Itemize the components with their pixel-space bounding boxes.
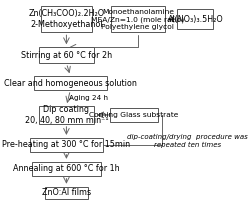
FancyBboxPatch shape xyxy=(41,6,92,32)
Text: Monoethanolamine
MEA/Zn=1.0 (mole ratio)
Polyethylene glycol: Monoethanolamine MEA/Zn=1.0 (mole ratio)… xyxy=(91,8,184,30)
Text: Aging 24 h: Aging 24 h xyxy=(70,95,108,101)
FancyBboxPatch shape xyxy=(39,106,94,124)
Text: dip-coating/drying  procedure was
repeated ten times: dip-coating/drying procedure was repeate… xyxy=(127,134,248,148)
FancyBboxPatch shape xyxy=(44,187,88,199)
Text: ZnO:Al films: ZnO:Al films xyxy=(42,188,91,197)
Text: Corning Glass substrate: Corning Glass substrate xyxy=(89,112,178,118)
Text: Annealing at 600 °C for 1h: Annealing at 600 °C for 1h xyxy=(13,164,120,173)
Text: Clear and homogeneous solution: Clear and homogeneous solution xyxy=(4,79,137,88)
Text: Pre-heating at 300 °C for 15min: Pre-heating at 300 °C for 15min xyxy=(2,140,130,149)
Text: Zn(CH₃COO)₂.2H₂O
2-Methoxyethanol: Zn(CH₃COO)₂.2H₂O 2-Methoxyethanol xyxy=(28,9,104,29)
FancyBboxPatch shape xyxy=(111,6,164,32)
Text: Stirring at 60 °C for 2h: Stirring at 60 °C for 2h xyxy=(21,51,112,60)
Text: Al(NO₃)₃.5H₂O: Al(NO₃)₃.5H₂O xyxy=(168,15,223,24)
FancyBboxPatch shape xyxy=(110,108,158,122)
FancyBboxPatch shape xyxy=(32,162,101,176)
FancyBboxPatch shape xyxy=(34,76,107,90)
FancyBboxPatch shape xyxy=(30,138,103,152)
FancyBboxPatch shape xyxy=(178,9,213,29)
Text: Dip coating
20, 40, 80 mm min⁻¹: Dip coating 20, 40, 80 mm min⁻¹ xyxy=(24,105,108,125)
FancyBboxPatch shape xyxy=(39,47,94,63)
